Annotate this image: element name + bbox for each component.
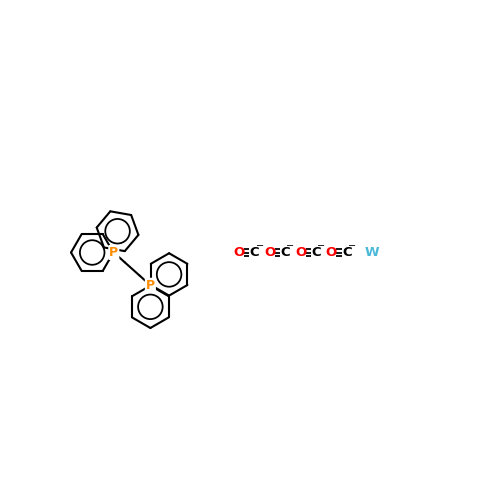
Text: −: − (256, 242, 264, 252)
Text: C: C (342, 246, 351, 259)
Text: P: P (146, 278, 155, 291)
Text: W: W (364, 246, 379, 259)
Text: C: C (311, 246, 320, 259)
Text: O: O (326, 246, 337, 259)
Text: −: − (286, 242, 294, 252)
Text: P: P (109, 246, 118, 259)
Text: C: C (280, 246, 290, 259)
Text: O: O (264, 246, 276, 259)
Text: O: O (295, 246, 306, 259)
Text: C: C (250, 246, 259, 259)
Text: O: O (234, 246, 244, 259)
Text: −: − (348, 242, 356, 252)
Text: −: − (318, 242, 326, 252)
